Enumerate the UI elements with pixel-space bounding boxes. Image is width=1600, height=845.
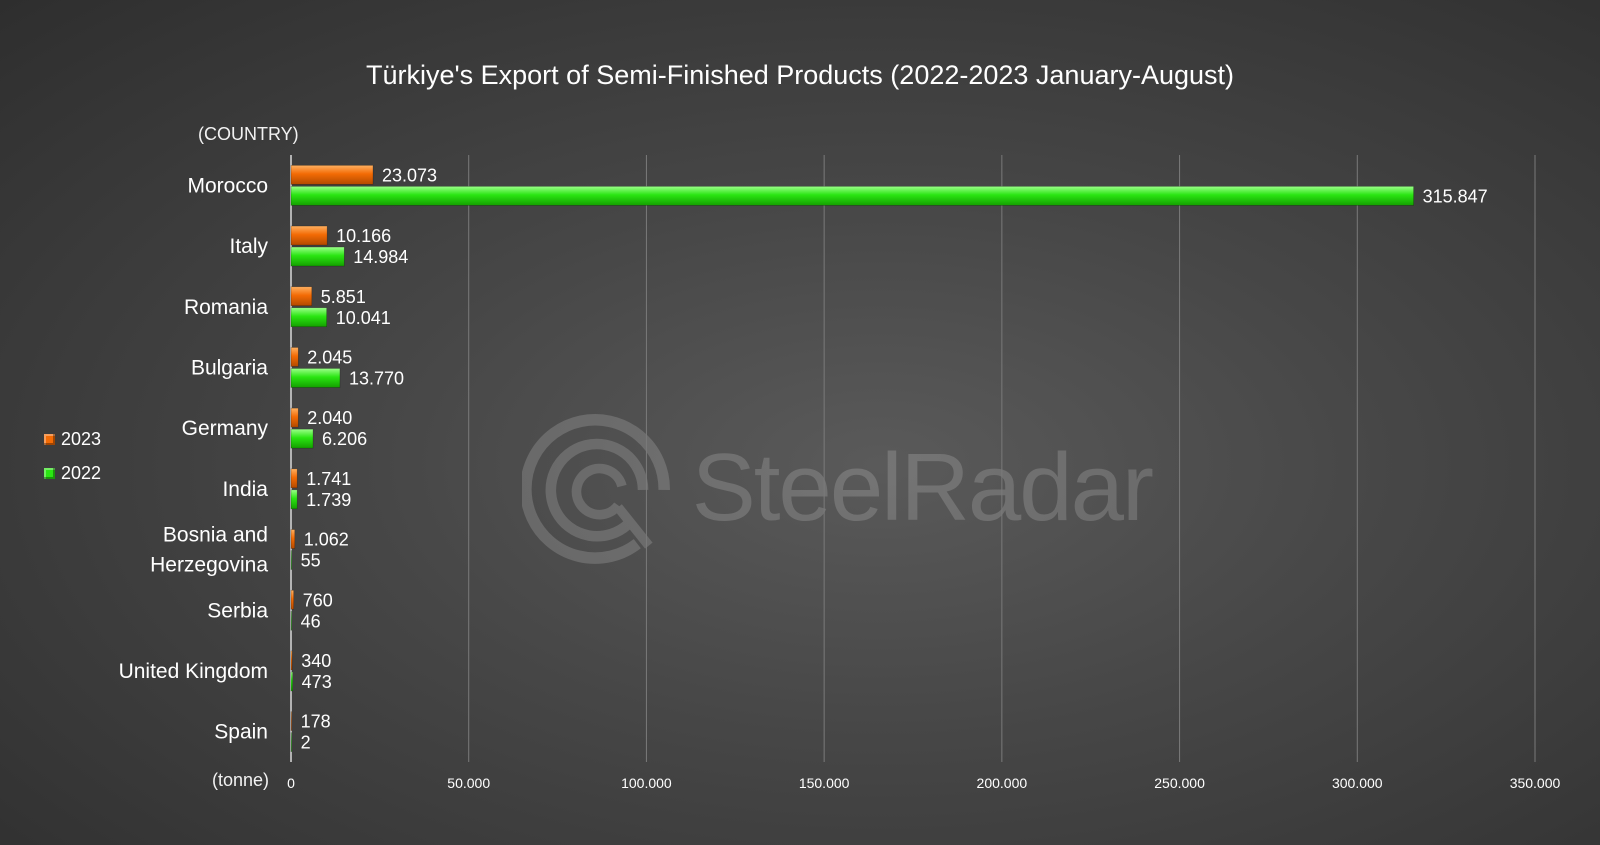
x-tick-label: 0 [287, 775, 295, 791]
x-tick-label: 100.000 [621, 775, 672, 791]
bar-2023 [290, 286, 313, 307]
category-label: Romania [184, 296, 268, 319]
bar-2022 [290, 550, 292, 570]
legend-label-2022: 2022 [61, 462, 102, 483]
bar-2022 [290, 307, 327, 328]
category-label: United Kingdom [119, 660, 268, 683]
data-label-2023: 1.062 [304, 530, 349, 550]
bar-2022 [290, 732, 292, 752]
category-label: Serbia [207, 599, 268, 622]
legend: 2023 2022 [44, 422, 101, 490]
data-label-2022: 55 [301, 551, 321, 571]
bar-2023 [290, 711, 292, 731]
data-label-2023: 178 [301, 712, 331, 732]
bar-2023 [290, 589, 295, 610]
data-label-2023: 10.166 [336, 226, 391, 246]
x-axis-title: (tonne) [212, 770, 270, 790]
category-label: India [222, 478, 268, 501]
watermark-logo: SteelRadar [522, 408, 1154, 568]
category-label: Bulgaria [191, 356, 268, 379]
data-label-2023: 1.741 [306, 469, 351, 489]
x-tick-label: 150.000 [799, 775, 850, 791]
category-label: Germany [182, 417, 269, 440]
x-tick-label: 200.000 [977, 775, 1028, 791]
data-label-2022: 13.770 [349, 368, 404, 388]
data-label-2023: 340 [301, 651, 331, 671]
data-label-2022: 46 [301, 611, 321, 631]
bar-2023 [290, 529, 296, 549]
category-label: Italy [229, 235, 268, 258]
bars [290, 165, 1414, 752]
data-label-2023: 2.040 [307, 408, 352, 428]
watermark-text: SteelRadar [691, 434, 1154, 541]
x-tick-label: 350.000 [1510, 775, 1561, 791]
bar-2022 [290, 610, 292, 631]
data-label-2022: 1.739 [306, 490, 351, 510]
bar-2022 [290, 489, 298, 510]
data-label-2022: 473 [302, 672, 332, 692]
data-label-2022: 2 [301, 733, 311, 753]
x-tick-label: 300.000 [1332, 775, 1383, 791]
legend-label-2023: 2023 [61, 428, 102, 449]
data-label-2022: 14.984 [353, 247, 408, 267]
gridlines [290, 155, 1536, 762]
bar-2023 [290, 225, 328, 246]
bar-2022 [290, 671, 293, 692]
category-label: Spain [214, 721, 268, 744]
bar-2023 [290, 650, 293, 671]
category-label: Morocco [187, 174, 268, 197]
bar-2023 [290, 165, 374, 185]
chart-title: Türkiye's Export of Semi-Finished Produc… [365, 60, 1235, 90]
x-tick-label: 50.000 [447, 775, 490, 791]
category-label: Bosnia and Herzegovina [150, 524, 268, 577]
bar-2023 [290, 468, 298, 489]
labels: 0 50.000 100.000 150.000 200.000 250.000 300.0… [119, 165, 1561, 791]
bar-2022 [290, 368, 341, 388]
legend-item-2023: 2023 [44, 422, 101, 456]
y-axis-title: (COUNTRY) [198, 124, 299, 144]
data-label-2023: 760 [303, 590, 333, 610]
bar-2022 [290, 428, 314, 449]
legend-swatch-2023 [44, 433, 55, 445]
legend-item-2022: 2022 [44, 456, 101, 490]
radar-icon [522, 414, 670, 564]
x-tick-label: 250.000 [1154, 775, 1205, 791]
data-label-2022: 10.041 [336, 308, 391, 328]
data-label-2022: 315.847 [1423, 186, 1488, 206]
bar-2022 [290, 246, 345, 267]
data-label-2022: 6.206 [322, 429, 367, 449]
bar-2023 [290, 347, 299, 367]
data-label-2023: 5.851 [321, 287, 366, 307]
data-label-2023: 23.073 [382, 165, 437, 185]
bar-2023 [290, 407, 299, 428]
data-label-2023: 2.045 [307, 347, 352, 367]
bar-2022 [290, 186, 1414, 206]
legend-swatch-2022 [44, 467, 55, 479]
